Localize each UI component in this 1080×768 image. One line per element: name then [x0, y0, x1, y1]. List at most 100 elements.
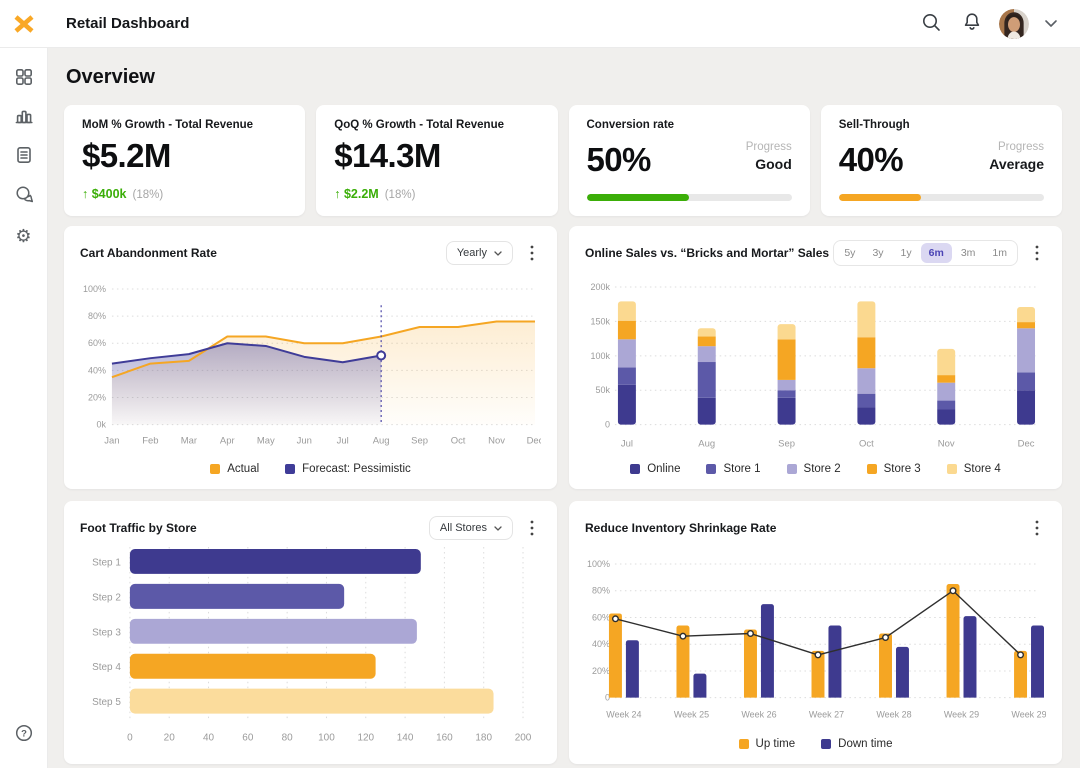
search-button[interactable]: [917, 10, 945, 38]
online-vs-store-card: Online Sales vs. “Bricks and Mortar” Sal…: [569, 226, 1062, 489]
kpi-card-qoq-growth: QoQ % Growth - Total Revenue $14.3M ↑ $2…: [316, 105, 558, 216]
legend-swatch-icon: [946, 464, 957, 474]
range-button-1m[interactable]: 1m: [984, 243, 1015, 263]
page-title: Overview: [66, 66, 155, 88]
svg-text:100: 100: [318, 732, 335, 743]
caret-down-icon: [494, 250, 502, 256]
progress-bar-fill: [838, 194, 921, 201]
progress-status: Good: [755, 155, 792, 172]
bell-icon: [961, 11, 983, 36]
svg-text:Week 27: Week 27: [809, 709, 844, 719]
svg-text:Jun: Jun: [297, 435, 312, 446]
svg-text:120: 120: [357, 732, 374, 743]
svg-text:60%: 60%: [592, 612, 610, 622]
kebab-icon: [530, 245, 534, 261]
notifications-button[interactable]: [958, 10, 986, 38]
svg-text:20: 20: [164, 732, 176, 743]
chart-legend: Actual Forecast: Pessimistic: [80, 460, 541, 476]
svg-text:40%: 40%: [88, 365, 106, 375]
legend-swatch-icon: [821, 739, 832, 749]
document-icon: [14, 145, 34, 170]
svg-text:80%: 80%: [592, 585, 610, 595]
kpi-delta: ↑ $2.2M: [334, 187, 379, 201]
svg-text:150k: 150k: [590, 316, 610, 326]
kpi-label: Sell-Through: [838, 119, 910, 131]
sidebar-item-analytics[interactable]: [0, 99, 48, 138]
svg-text:Jul: Jul: [337, 435, 349, 446]
svg-text:50k: 50k: [595, 385, 610, 395]
sidebar-item-help[interactable]: ?: [0, 716, 48, 755]
progress-status: Average: [989, 155, 1044, 172]
svg-text:Week 26: Week 26: [741, 709, 776, 719]
svg-text:180: 180: [475, 732, 492, 743]
svg-text:Step 5: Step 5: [92, 697, 121, 708]
online-vs-store-chart: 0 50k 100k 150k 200k Jul Aug Sep Oct Nov Dec: [585, 267, 1046, 460]
kpi-delta-note: (18%): [384, 189, 416, 201]
svg-text:Oct: Oct: [451, 435, 466, 446]
svg-text:200k: 200k: [590, 282, 610, 292]
svg-text:80: 80: [282, 732, 294, 743]
range-button-3m[interactable]: 3m: [953, 243, 984, 263]
svg-text:Week 28: Week 28: [876, 709, 911, 719]
svg-text:Feb: Feb: [142, 435, 158, 446]
shrinkage-card: Reduce Inventory Shrinkage Rate 0 20% 40% 6…: [569, 501, 1062, 764]
svg-text:Step 2: Step 2: [92, 592, 121, 603]
user-avatar[interactable]: [999, 8, 1029, 39]
legend-item: Actual: [210, 463, 259, 475]
legend-item: Store 2: [786, 463, 841, 475]
kpi-value: $14.3M: [334, 137, 441, 174]
range-button-5y[interactable]: 5y: [836, 243, 863, 263]
svg-text:140: 140: [397, 732, 414, 743]
legend-item: Store 4: [946, 463, 1001, 475]
kpi-label: MoM % Growth - Total Revenue: [82, 119, 254, 131]
svg-text:Aug: Aug: [373, 435, 390, 446]
svg-text:0: 0: [127, 732, 133, 743]
kpi-delta-note: (18%): [132, 189, 164, 201]
sidebar-item-reports[interactable]: [0, 138, 48, 177]
period-select[interactable]: Yearly: [445, 241, 513, 265]
svg-text:Nov: Nov: [488, 435, 505, 446]
app-logo-icon: [0, 0, 48, 48]
legend-swatch-icon: [210, 464, 221, 474]
kpi-value: 40%: [838, 141, 904, 178]
main-content: Overview MoM % Growth - Total Revenue $5…: [48, 48, 1080, 768]
profile-menu-button[interactable]: [1042, 10, 1060, 38]
kpi-card-conversion-rate: Conversion rate 50% Progress Good: [568, 105, 810, 216]
sidebar-item-messages[interactable]: [0, 177, 48, 216]
legend-swatch-icon: [866, 464, 877, 474]
range-button-6m[interactable]: 6m: [920, 243, 952, 263]
sidebar: ⚙ ?: [0, 48, 48, 768]
progress-label: Progress: [997, 140, 1044, 153]
range-button-3y[interactable]: 3y: [864, 243, 891, 263]
kebab-menu-button[interactable]: [523, 516, 541, 540]
range-button-1y[interactable]: 1y: [893, 243, 920, 263]
svg-text:Step 3: Step 3: [92, 627, 121, 638]
store-filter-select[interactable]: All Stores: [428, 516, 513, 540]
svg-text:100%: 100%: [587, 559, 610, 569]
legend-item: Up time: [738, 738, 795, 750]
progress-bar: [586, 194, 792, 201]
chart-legend: Online Store 1 Store 2 Store 3 Store 4: [585, 460, 1046, 476]
sidebar-item-dashboard[interactable]: [0, 60, 48, 99]
svg-text:200: 200: [515, 732, 532, 743]
sidebar-item-settings[interactable]: ⚙: [0, 216, 48, 255]
legend-item: Forecast: Pessimistic: [285, 463, 411, 475]
kebab-menu-button[interactable]: [523, 241, 541, 265]
svg-text:160: 160: [436, 732, 453, 743]
foot-traffic-chart: 0 20 40 60 80 100 120 140 160 180 200 Step 1 Step 2 S…: [80, 542, 541, 751]
svg-text:20%: 20%: [592, 666, 610, 676]
kpi-row: MoM % Growth - Total Revenue $5.2M ↑ $40…: [64, 105, 1062, 216]
kebab-menu-button[interactable]: [1028, 516, 1046, 540]
progress-bar-fill: [586, 194, 690, 201]
svg-text:20%: 20%: [88, 392, 106, 402]
svg-text:Oct: Oct: [859, 438, 874, 449]
svg-text:60: 60: [242, 732, 254, 743]
time-range-group: 5y 3y 1y 6m 3m 1m: [833, 240, 1018, 266]
svg-text:Dec: Dec: [1018, 438, 1035, 449]
svg-text:100k: 100k: [590, 351, 610, 361]
chart-title: Reduce Inventory Shrinkage Rate: [585, 521, 777, 535]
svg-text:Nov: Nov: [938, 438, 955, 449]
kebab-menu-button[interactable]: [1028, 241, 1046, 265]
progress-bar: [838, 194, 1044, 201]
svg-text:?: ?: [21, 728, 27, 739]
